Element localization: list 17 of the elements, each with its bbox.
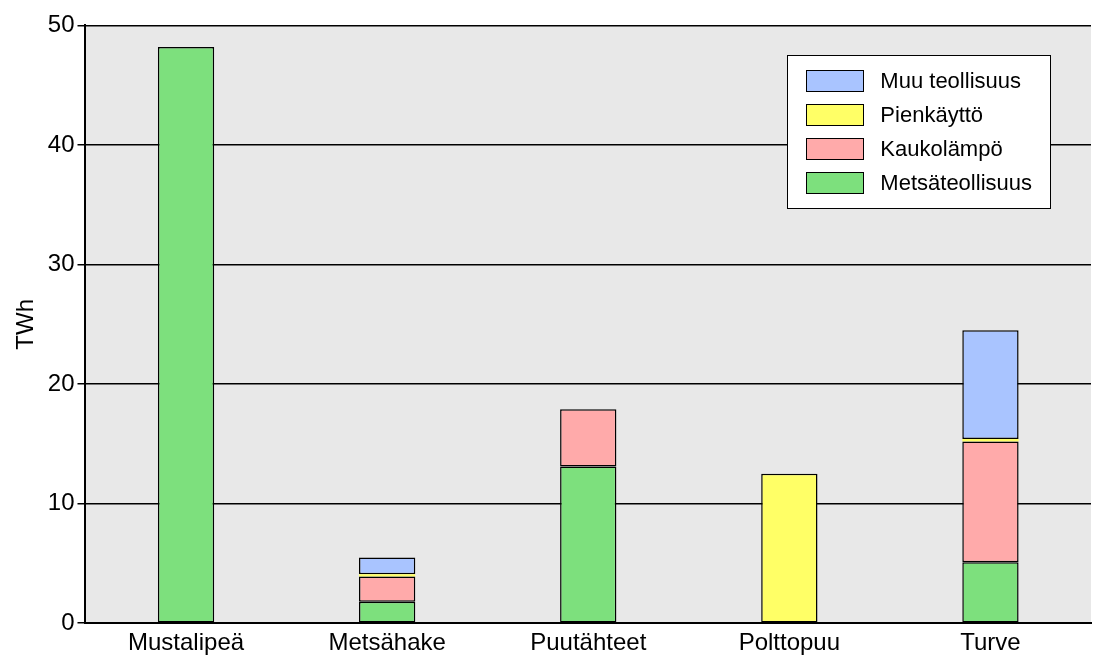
x-tick-label: Puutähteet: [530, 628, 647, 656]
x-tick-label: Polttopuu: [738, 628, 841, 656]
x-tick-label: Turve: [960, 628, 1021, 656]
y-tick-label: 30: [47, 249, 75, 277]
legend-label: Pienkäyttö: [880, 102, 984, 129]
y-axis-title: TWh: [11, 298, 39, 350]
bar: [358, 574, 416, 577]
legend-label: Kaukolämpö: [880, 136, 1003, 163]
y-tick-label: 10: [47, 488, 75, 516]
y-tick-label: 20: [47, 368, 75, 396]
legend-label: Muu teollisuus: [880, 68, 1021, 95]
legend-label: Metsäteollisuus: [880, 170, 1032, 197]
y-tick-label: 50: [47, 10, 75, 38]
x-tick-label: Mustalipeä: [128, 628, 245, 656]
y-tick-label: 40: [47, 129, 75, 157]
y-tick-label: 0: [61, 607, 75, 635]
x-tick-label: Metsähake: [328, 628, 446, 656]
